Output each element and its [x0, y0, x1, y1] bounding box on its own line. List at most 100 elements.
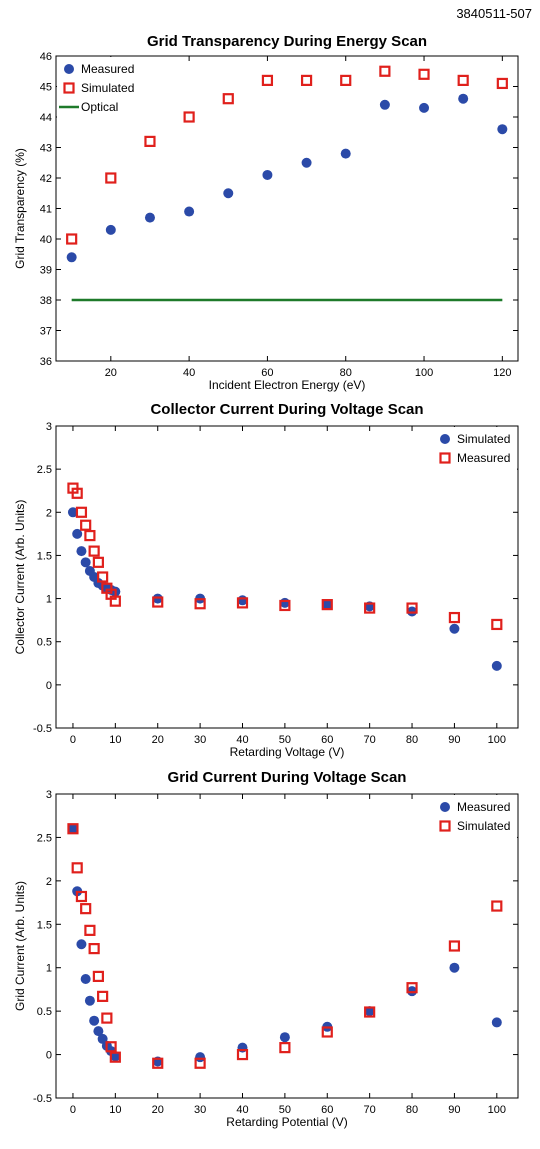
data-point — [491, 618, 503, 631]
x-tick-label: 90 — [448, 1104, 460, 1116]
data-point — [152, 1057, 164, 1069]
data-point — [261, 74, 274, 87]
y-tick-label: 39 — [40, 265, 52, 277]
data-point — [109, 1051, 121, 1063]
x-tick-label: 50 — [279, 734, 291, 746]
figure-id: 3840511-507 — [456, 6, 532, 21]
data-point — [88, 943, 100, 955]
data-point — [279, 1042, 291, 1054]
data-point — [449, 623, 460, 634]
plot-frame — [55, 793, 519, 1099]
data-point — [72, 528, 83, 539]
data-point — [364, 1006, 376, 1018]
data-point — [406, 602, 418, 614]
legend-marker — [440, 434, 450, 444]
legend-marker — [440, 802, 450, 812]
data-point — [448, 611, 461, 624]
data-point — [419, 102, 430, 113]
series-simulated — [67, 823, 503, 1069]
data-point — [449, 962, 460, 973]
legend-marker — [439, 820, 451, 832]
x-tick-label: 50 — [279, 1104, 291, 1116]
x-tick-label: 80 — [406, 734, 418, 746]
data-point — [84, 529, 96, 542]
data-point — [184, 206, 195, 217]
series-measured — [66, 93, 508, 263]
y-tick-label: 44 — [40, 112, 52, 124]
data-point — [321, 599, 333, 611]
data-point — [457, 74, 469, 87]
x-tick-label: 60 — [321, 734, 333, 746]
data-point — [84, 924, 96, 936]
y-tick-label: 3 — [46, 421, 52, 433]
data-point — [101, 1012, 113, 1024]
data-point — [76, 939, 87, 950]
x-tick-label: 70 — [364, 1104, 376, 1116]
data-point — [92, 556, 104, 568]
data-point — [496, 77, 508, 90]
x-tick-label: 0 — [70, 1104, 76, 1116]
data-point — [279, 1032, 290, 1043]
data-point — [379, 65, 391, 77]
x-tick-label: 100 — [488, 1104, 506, 1116]
chart-title: Grid Current During Voltage Scan — [168, 769, 407, 786]
y-tick-label: 2.5 — [37, 832, 52, 844]
data-point — [194, 1057, 206, 1069]
data-point — [222, 93, 234, 105]
data-point — [340, 148, 351, 159]
x-tick-label: 30 — [194, 1104, 206, 1116]
x-tick-label: 80 — [340, 367, 352, 379]
data-point — [105, 224, 116, 235]
data-point — [89, 1015, 100, 1026]
legend-entry: Measured — [457, 451, 510, 465]
legend-marker — [439, 452, 451, 464]
data-point — [340, 74, 352, 87]
data-point — [84, 995, 95, 1006]
data-point — [448, 940, 461, 952]
legend-marker — [63, 82, 75, 94]
legend-entry: Measured — [457, 800, 510, 814]
legend-entry: Simulated — [457, 432, 510, 446]
legend: Measured Simulated Optical — [57, 57, 141, 120]
x-axis-label: Retarding Voltage (V) — [230, 745, 345, 759]
data-point — [80, 974, 91, 985]
data-point — [110, 1051, 121, 1062]
data-point — [491, 900, 503, 912]
y-tick-label: 3 — [46, 789, 52, 801]
y-tick-label: 0.5 — [37, 637, 52, 649]
x-tick-label: 60 — [321, 1104, 333, 1116]
y-tick-label: 37 — [40, 326, 52, 338]
x-tick-label: 80 — [406, 1104, 418, 1116]
series-measured — [67, 482, 503, 631]
y-axis-label: Grid Transparency (%) — [13, 148, 27, 269]
chart-1: Grid Transparency During Energy Scan 20 40… — [13, 33, 519, 392]
y-tick-label: 43 — [40, 143, 52, 155]
y-tick-label: 2 — [46, 507, 52, 519]
data-point — [88, 545, 100, 557]
data-point — [491, 1017, 502, 1028]
data-point — [458, 93, 469, 104]
data-point — [67, 823, 78, 834]
y-tick-label: 45 — [40, 82, 52, 94]
data-point — [491, 660, 502, 671]
data-point — [418, 68, 430, 80]
x-tick-label: 100 — [415, 367, 433, 379]
data-point — [80, 557, 91, 568]
x-tick-label: 40 — [183, 367, 195, 379]
x-tick-label: 20 — [105, 367, 117, 379]
data-point — [80, 519, 92, 531]
data-point — [67, 507, 78, 518]
data-point — [105, 172, 117, 184]
data-point — [321, 1026, 333, 1038]
data-point — [75, 506, 88, 518]
x-tick-label: 40 — [236, 1104, 248, 1116]
x-tick-label: 10 — [109, 1104, 121, 1116]
data-point — [97, 571, 109, 583]
data-point — [364, 602, 376, 614]
data-point — [76, 546, 87, 557]
data-point — [300, 74, 313, 87]
y-tick-label: 1 — [46, 594, 52, 606]
data-point — [97, 990, 109, 1002]
data-point — [71, 487, 83, 499]
